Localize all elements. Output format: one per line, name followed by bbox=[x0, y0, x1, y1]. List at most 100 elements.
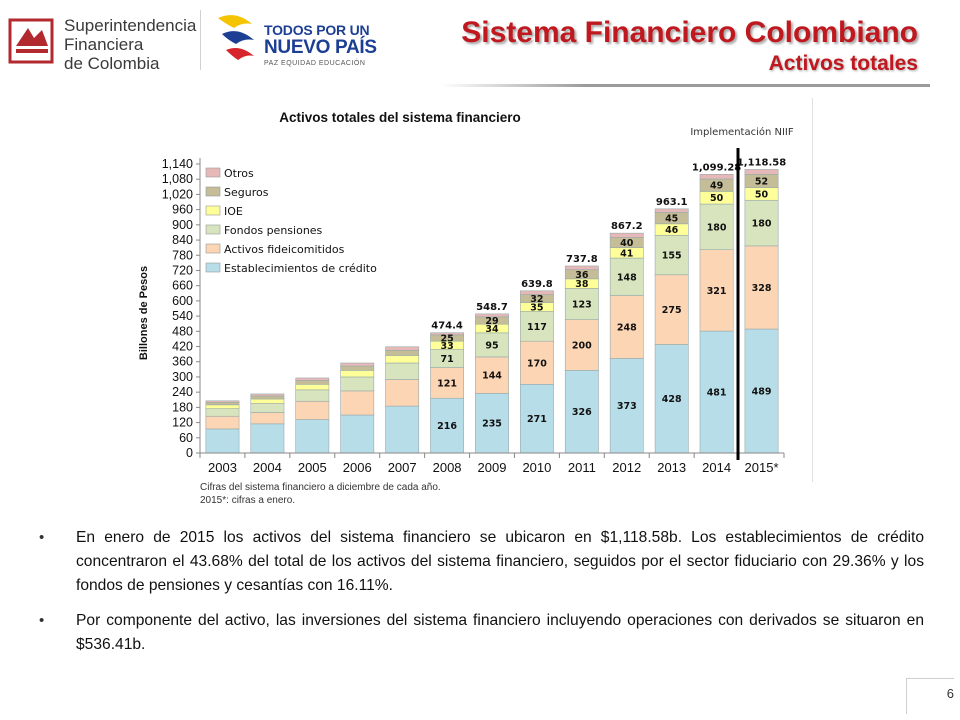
bar-segment bbox=[295, 400, 330, 420]
data-label: 428 bbox=[662, 394, 682, 405]
bar-segment bbox=[385, 362, 420, 380]
bar-segment bbox=[609, 232, 644, 238]
legend-swatch bbox=[205, 205, 221, 216]
bar-segment bbox=[250, 393, 285, 397]
data-label: 275 bbox=[662, 305, 682, 316]
data-label: 155 bbox=[662, 251, 682, 262]
data-label: 40 bbox=[620, 238, 634, 249]
chart-right-rule bbox=[812, 98, 813, 482]
bar-segment bbox=[340, 370, 375, 378]
bar-segment bbox=[744, 328, 779, 454]
y-tick-label: 600 bbox=[172, 294, 193, 308]
bar-segment bbox=[609, 358, 644, 454]
data-label: 50 bbox=[755, 189, 769, 200]
legend-swatch bbox=[205, 243, 221, 254]
bar-segment bbox=[205, 415, 240, 430]
bar-segment bbox=[250, 398, 285, 404]
legend-label: Fondos pensiones bbox=[224, 224, 323, 237]
x-tick-label: 2010 bbox=[522, 460, 551, 475]
superfinanciera-emblem-icon bbox=[8, 18, 54, 64]
bullet-dot-icon: • bbox=[39, 612, 45, 629]
y-tick-label: 1,020 bbox=[162, 187, 193, 201]
bar-segment bbox=[654, 344, 689, 454]
data-label: 200 bbox=[572, 341, 592, 352]
bar-segment bbox=[654, 235, 689, 276]
slide-title: Sistema Financiero Colombiano bbox=[461, 16, 918, 49]
bar-segment bbox=[295, 389, 330, 402]
y-tick-label: 840 bbox=[172, 233, 193, 247]
bar-segment bbox=[295, 383, 330, 391]
bar-segment bbox=[250, 403, 285, 413]
data-label: 170 bbox=[527, 358, 547, 369]
bar-segment bbox=[699, 203, 734, 250]
org-line-3: de Colombia bbox=[64, 54, 160, 73]
bar-segment bbox=[699, 249, 734, 332]
gov-slogan-line2: NUEVO PAÍS bbox=[264, 37, 377, 58]
bar-segment bbox=[205, 428, 240, 454]
bar-segment bbox=[205, 400, 240, 403]
chart-title: Activos totales del sistema financiero bbox=[279, 110, 521, 125]
bar-segment bbox=[385, 355, 420, 364]
data-label: 46 bbox=[665, 225, 679, 236]
total-label: 963.1 bbox=[656, 197, 688, 208]
activos-chart: 216 121 71 33 25 474.4 235 144 95 34 29 548.7 271 170… bbox=[130, 98, 810, 510]
data-label: 117 bbox=[527, 322, 547, 333]
total-label: 867.2 bbox=[611, 221, 643, 232]
data-label: 35 bbox=[530, 303, 543, 314]
bar-segment bbox=[744, 169, 779, 175]
bar-segment bbox=[385, 405, 420, 454]
bar-segment bbox=[340, 414, 375, 454]
data-label: 328 bbox=[752, 283, 772, 294]
data-label: 321 bbox=[707, 286, 727, 297]
bar-segment bbox=[564, 288, 599, 320]
bar-segment bbox=[520, 383, 554, 454]
data-label: 216 bbox=[437, 421, 457, 432]
data-label: 33 bbox=[440, 341, 453, 352]
header-rule bbox=[440, 84, 930, 87]
x-tick-label: 2012 bbox=[612, 460, 641, 475]
gov-slogan-line3: PAZ EQUIDAD EDUCACIÓN bbox=[264, 60, 366, 67]
superfinanciera-logo: Superintendencia Financiera de Colombia bbox=[8, 10, 196, 73]
data-label: 489 bbox=[752, 387, 772, 398]
bar-segment bbox=[250, 412, 285, 425]
data-label: 235 bbox=[482, 419, 502, 430]
legend-label: Seguros bbox=[224, 186, 269, 199]
data-label: 248 bbox=[617, 323, 637, 334]
bar-segment bbox=[205, 408, 240, 417]
data-label: 50 bbox=[710, 193, 724, 204]
bar-segment bbox=[340, 362, 375, 367]
bar-segment bbox=[520, 311, 554, 342]
bar-segment bbox=[564, 370, 599, 454]
y-tick-label: 540 bbox=[172, 309, 193, 323]
y-tick-label: 60 bbox=[179, 431, 193, 445]
total-label: 548.7 bbox=[476, 302, 508, 313]
y-tick-label: 0 bbox=[186, 446, 193, 460]
bar-segment bbox=[205, 401, 240, 406]
bar-segment bbox=[385, 379, 420, 407]
x-tick-label: 2009 bbox=[478, 460, 507, 475]
data-label: 326 bbox=[572, 407, 592, 418]
bullet-dot-icon: • bbox=[39, 529, 45, 546]
data-label: 32 bbox=[530, 294, 543, 305]
bullet-item-2: • Por componente del activo, las inversi… bbox=[36, 609, 924, 657]
bar-segment bbox=[475, 313, 509, 318]
total-label: 474.4 bbox=[431, 321, 463, 332]
bar-segment bbox=[564, 265, 599, 271]
x-tick-label: 2011 bbox=[568, 460, 596, 475]
total-label: 1,118.58 bbox=[737, 157, 786, 168]
data-label: 71 bbox=[440, 354, 453, 365]
data-label: 271 bbox=[527, 414, 547, 425]
data-label: 481 bbox=[707, 388, 727, 399]
y-tick-label: 480 bbox=[172, 324, 193, 338]
bar-segment bbox=[609, 295, 644, 359]
org-line-1: Superintendencia bbox=[64, 16, 197, 35]
y-tick-label: 420 bbox=[172, 340, 193, 354]
bar-segment bbox=[340, 390, 375, 416]
bullet-item-1: • En enero de 2015 los activos del siste… bbox=[36, 526, 924, 598]
x-tick-label: 2004 bbox=[253, 460, 282, 475]
bar-segment bbox=[520, 290, 554, 295]
bar-segment bbox=[564, 319, 599, 371]
bar-segment bbox=[744, 199, 779, 247]
data-label: 36 bbox=[575, 270, 589, 281]
